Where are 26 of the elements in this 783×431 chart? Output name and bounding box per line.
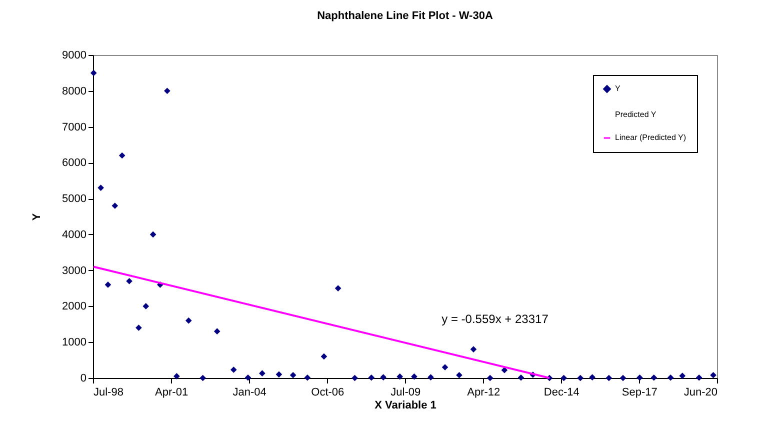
y-tick-label: 7000	[62, 121, 86, 134]
y-tick-label: 4000	[62, 228, 86, 241]
x-tick-label: Sep-17	[622, 386, 658, 398]
x-tick-label: Oct-06	[311, 386, 344, 398]
annotation: y = -0.559x + 23317	[442, 312, 549, 326]
x-tick-label: Jan-04	[232, 386, 266, 398]
x-axis-title: X Variable 1	[374, 400, 436, 412]
legend-label: Linear (Predicted Y)	[615, 133, 686, 142]
y-tick-label: 3000	[62, 264, 86, 277]
chart-title: Naphthalene Line Fit Plot - W-30A	[317, 10, 493, 22]
x-tick-label: Jul-09	[390, 386, 421, 398]
y-tick-label: 8000	[62, 85, 86, 98]
y-tick-label: 9000	[62, 50, 86, 62]
y-tick-label: 6000	[62, 157, 86, 170]
y-axis-title: Y	[31, 212, 44, 221]
y-tick-label: 1000	[62, 336, 86, 349]
x-tick-label: Jun-20	[684, 386, 718, 398]
x-tick-label: Jul-98	[94, 386, 124, 398]
y-tick-label: 0	[80, 372, 86, 384]
x-tick-label: Apr-12	[467, 386, 500, 398]
y-tick-label: 2000	[62, 300, 86, 313]
y-tick-label: 5000	[62, 193, 86, 206]
x-tick-label: Apr-01	[155, 386, 188, 398]
legend-label: Y	[615, 84, 621, 93]
text: Predicted Y	[615, 110, 657, 119]
x-tick-label: Dec-14	[544, 386, 580, 398]
